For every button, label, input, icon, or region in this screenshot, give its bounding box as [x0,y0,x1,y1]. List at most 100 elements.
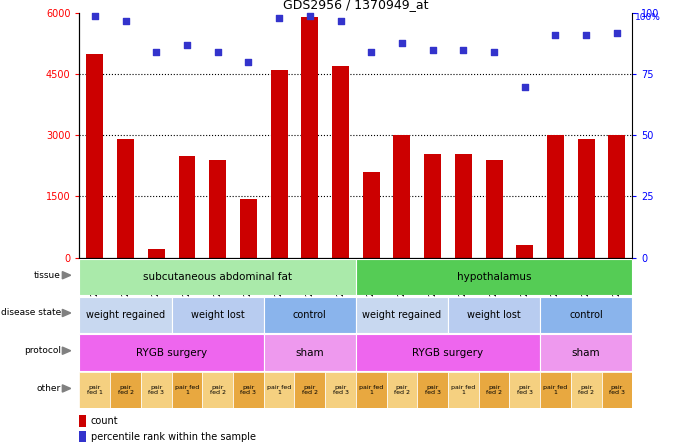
Text: pair
fed 2: pair fed 2 [302,385,318,396]
Text: pair fed
1: pair fed 1 [359,385,384,396]
Bar [79,372,110,408]
Text: pair
fed 2: pair fed 2 [578,385,594,396]
Text: disease state: disease state [1,309,61,317]
Bar [356,372,386,408]
Point [212,49,223,56]
Bar [271,70,287,258]
Text: 100%: 100% [635,13,661,22]
Text: pair
fed 2: pair fed 2 [209,385,226,396]
Bar [540,372,571,408]
Bar [356,334,540,371]
Text: percentile rank within the sample: percentile rank within the sample [91,432,256,442]
Point [304,12,315,20]
Text: pair
fed 2: pair fed 2 [394,385,410,396]
Bar [571,372,602,408]
Bar [209,160,226,258]
Text: other: other [37,384,61,393]
Text: pair
fed 3: pair fed 3 [332,385,348,396]
Bar [602,372,632,408]
Bar [301,17,319,258]
Polygon shape [62,309,70,317]
Bar [178,156,196,258]
Bar [79,334,264,371]
Bar [455,154,472,258]
Text: pair
fed 1: pair fed 1 [87,385,103,396]
Text: pair
fed 3: pair fed 3 [517,385,533,396]
Bar [417,372,448,408]
Bar [609,135,625,258]
Bar [202,372,233,408]
Bar [424,154,441,258]
Text: weight lost: weight lost [191,310,245,320]
Point [274,15,285,22]
Text: sham: sham [296,348,324,357]
Text: RYGB surgery: RYGB surgery [413,348,484,357]
Bar [516,246,533,258]
Bar [79,259,356,295]
Point [120,17,131,24]
Point [489,49,500,56]
Point [427,47,438,54]
Text: control: control [293,310,327,320]
Bar [356,297,448,333]
Text: pair
fed 3: pair fed 3 [425,385,441,396]
Text: count: count [91,416,118,426]
Text: pair
fed 3: pair fed 3 [240,385,256,396]
Text: pair
fed 3: pair fed 3 [609,385,625,396]
Bar [356,259,632,295]
Text: RYGB surgery: RYGB surgery [136,348,207,357]
Title: GDS2956 / 1370949_at: GDS2956 / 1370949_at [283,0,428,11]
Point [612,29,623,36]
Bar [547,135,564,258]
Text: tissue: tissue [34,271,61,280]
Text: weight regained: weight regained [362,310,442,320]
Point [519,83,530,90]
Point [335,17,346,24]
Polygon shape [62,385,70,392]
Text: sham: sham [572,348,600,357]
Bar [79,415,86,427]
Text: pair fed
1: pair fed 1 [267,385,291,396]
Point [397,39,408,46]
Point [458,47,469,54]
Text: pair fed
1: pair fed 1 [175,385,199,396]
Bar [233,372,264,408]
Bar [540,334,632,371]
Bar [110,372,141,408]
Bar [171,372,202,408]
Bar [325,372,356,408]
Text: weight regained: weight regained [86,310,165,320]
Point [366,49,377,56]
Bar [448,372,479,408]
Bar [386,372,417,408]
Text: pair
fed 3: pair fed 3 [149,385,164,396]
Bar [448,297,540,333]
Bar [79,297,171,333]
Text: pair fed
1: pair fed 1 [543,385,567,396]
Bar [479,372,509,408]
Text: weight lost: weight lost [467,310,521,320]
Bar [486,160,502,258]
Bar [148,250,164,258]
Point [550,32,561,39]
Text: protocol: protocol [23,346,61,355]
Bar [540,297,632,333]
Bar [578,139,595,258]
Bar [264,334,356,371]
Bar [240,198,257,258]
Text: subcutaneous abdominal fat: subcutaneous abdominal fat [143,272,292,282]
Bar [294,372,325,408]
Text: pair
fed 2: pair fed 2 [486,385,502,396]
Bar [264,297,356,333]
Bar [509,372,540,408]
Point [580,32,591,39]
Point [243,59,254,66]
Point [182,42,193,49]
Bar [363,172,379,258]
Text: hypothalamus: hypothalamus [457,272,531,282]
Point [151,49,162,56]
Text: pair fed
1: pair fed 1 [451,385,475,396]
Bar [393,135,410,258]
Bar [141,372,171,408]
Bar [171,297,264,333]
